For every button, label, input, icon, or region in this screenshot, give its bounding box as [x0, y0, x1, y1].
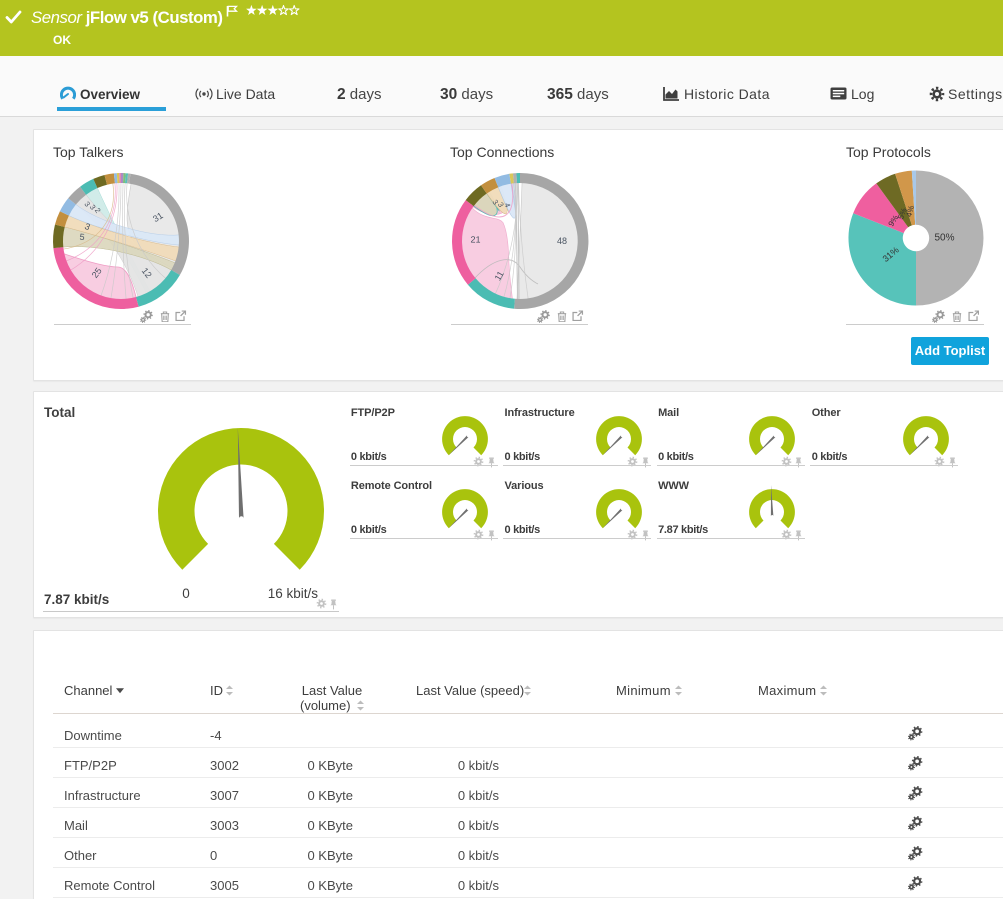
svg-text:3: 3: [88, 203, 98, 212]
svg-text:4%: 4%: [904, 205, 916, 218]
svg-text:25: 25: [90, 266, 104, 280]
svg-text:50%: 50%: [934, 233, 954, 244]
svg-text:12: 12: [140, 266, 154, 280]
svg-text:4: 4: [503, 202, 513, 209]
svg-text:11: 11: [493, 269, 506, 282]
svg-text:21: 21: [470, 234, 480, 244]
svg-text:3: 3: [496, 201, 506, 209]
svg-text:3: 3: [490, 198, 500, 207]
svg-text:48: 48: [557, 236, 567, 246]
svg-text:3: 3: [83, 200, 93, 209]
svg-text:3: 3: [84, 221, 92, 232]
svg-text:5: 5: [80, 232, 86, 242]
svg-text:2: 2: [93, 206, 103, 214]
svg-text:31: 31: [151, 210, 165, 224]
svg-text:5%: 5%: [896, 207, 909, 221]
